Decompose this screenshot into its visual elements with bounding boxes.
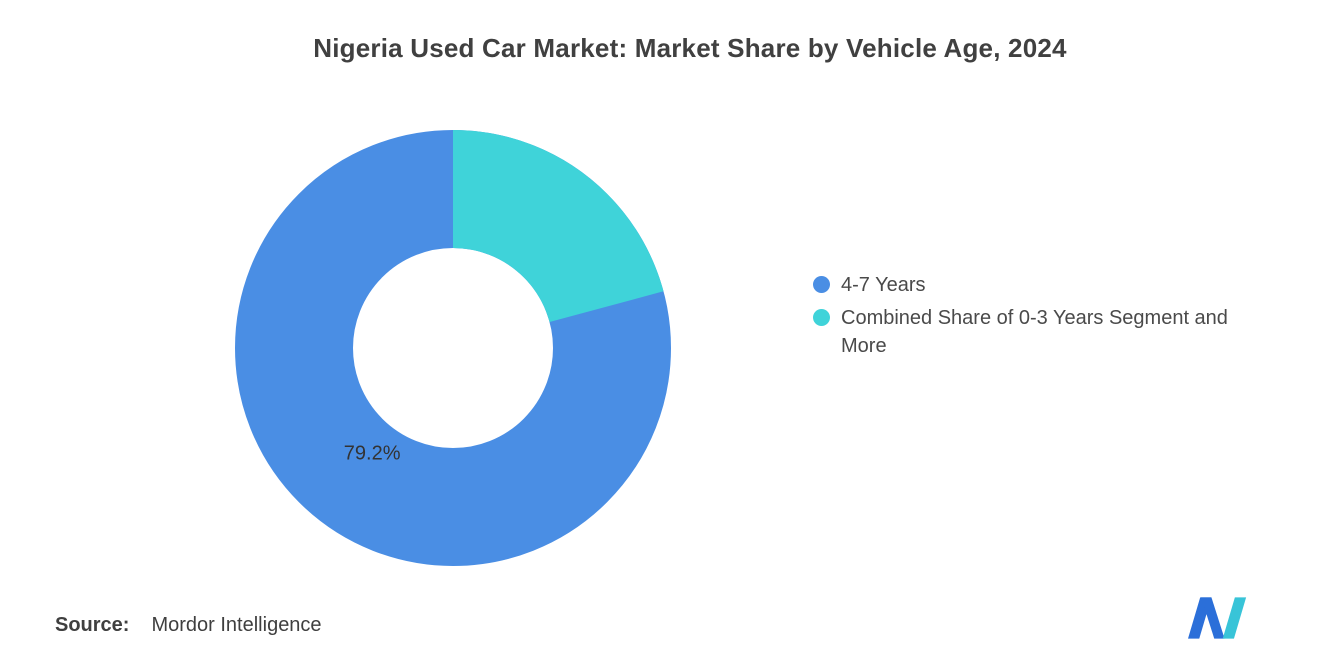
logo-shape-right <box>1222 597 1247 639</box>
mordor-intelligence-logo <box>1188 597 1247 639</box>
legend-dot-blue-icon <box>813 276 830 293</box>
donut-slice-0-3-years-and-more <box>235 130 671 566</box>
donut-chart: 79.2% <box>223 118 683 578</box>
legend-item-0-3-years-and-more: Combined Share of 0-3 Years Segment and … <box>813 304 1273 360</box>
legend: 4-7 Years Combined Share of 0-3 Years Se… <box>813 271 1273 360</box>
source-label: Source: <box>55 614 130 636</box>
source-line: Source: Mordor Intelligence <box>55 614 322 637</box>
legend-item-4-7-years: 4-7 Years <box>813 271 1273 299</box>
source-text: Mordor Intelligence <box>151 614 322 636</box>
legend-label: Combined Share of 0-3 Years Segment and … <box>841 307 1228 357</box>
chart-title: Nigeria Used Car Market: Market Share by… <box>313 33 1067 63</box>
legend-dot-teal-icon <box>813 309 830 326</box>
donut-svg <box>235 130 671 566</box>
legend-label: 4-7 Years <box>841 274 926 296</box>
slice-percentage-label: 79.2% <box>343 442 401 465</box>
logo-shape-middle <box>1201 597 1225 639</box>
